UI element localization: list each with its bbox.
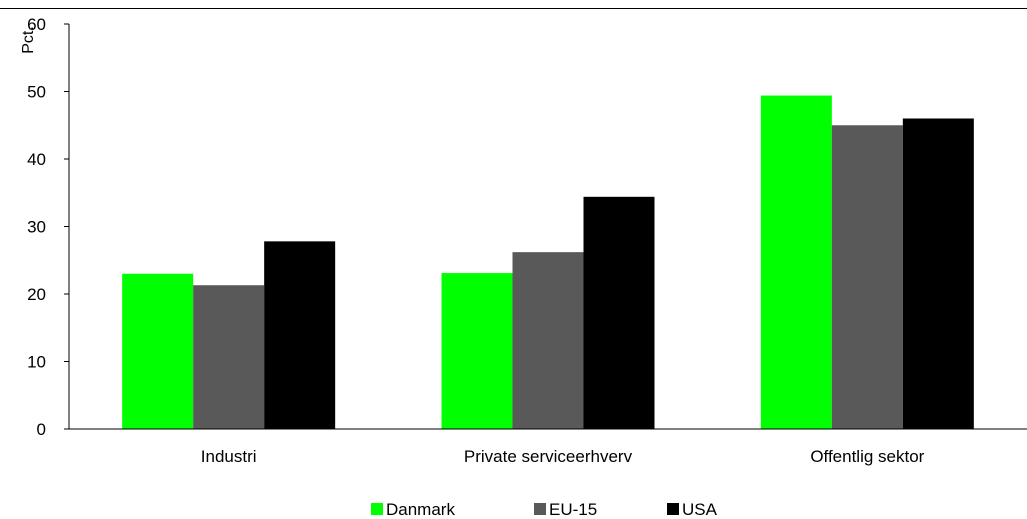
y-tick-label: 40	[27, 150, 46, 169]
y-tick-label: 10	[27, 353, 46, 372]
x-axis-category-labels: Industri Private serviceerhverv Offentlig …	[201, 447, 925, 466]
y-tick-label: 60	[27, 15, 46, 34]
category-label: Private serviceerhverv	[464, 447, 633, 466]
y-tick-label: 0	[37, 420, 46, 439]
bars-group	[122, 95, 974, 430]
bar-danmark-3	[760, 95, 832, 430]
y-axis-ticks: 0 10 20 30 40 50 60	[27, 15, 69, 439]
legend: Danmark EU-15 USA	[371, 500, 718, 519]
bar-usa-2	[583, 196, 655, 429]
legend-swatch-usa	[667, 503, 679, 515]
bar-eu-15-2	[512, 252, 584, 429]
legend-label: EU-15	[549, 500, 597, 519]
category-label: Industri	[201, 447, 257, 466]
y-tick-label: 30	[27, 218, 46, 237]
legend-label: USA	[682, 500, 718, 519]
legend-label: Danmark	[386, 500, 455, 519]
legend-swatch-eu-15	[534, 503, 546, 515]
legend-swatch-danmark	[371, 503, 383, 515]
bar-usa-1	[264, 241, 336, 429]
bar-danmark-2	[441, 273, 513, 429]
y-axis-label: Pct.	[20, 26, 37, 54]
bar-eu-15-3	[831, 125, 903, 429]
y-tick-label: 20	[27, 285, 46, 304]
bar-eu-15-1	[193, 285, 265, 429]
bar-danmark-1	[122, 273, 194, 429]
bar-usa-3	[902, 118, 974, 429]
category-label: Offentlig sektor	[810, 447, 924, 466]
chart-frame-top-border	[0, 8, 1027, 9]
y-tick-label: 50	[27, 83, 46, 102]
